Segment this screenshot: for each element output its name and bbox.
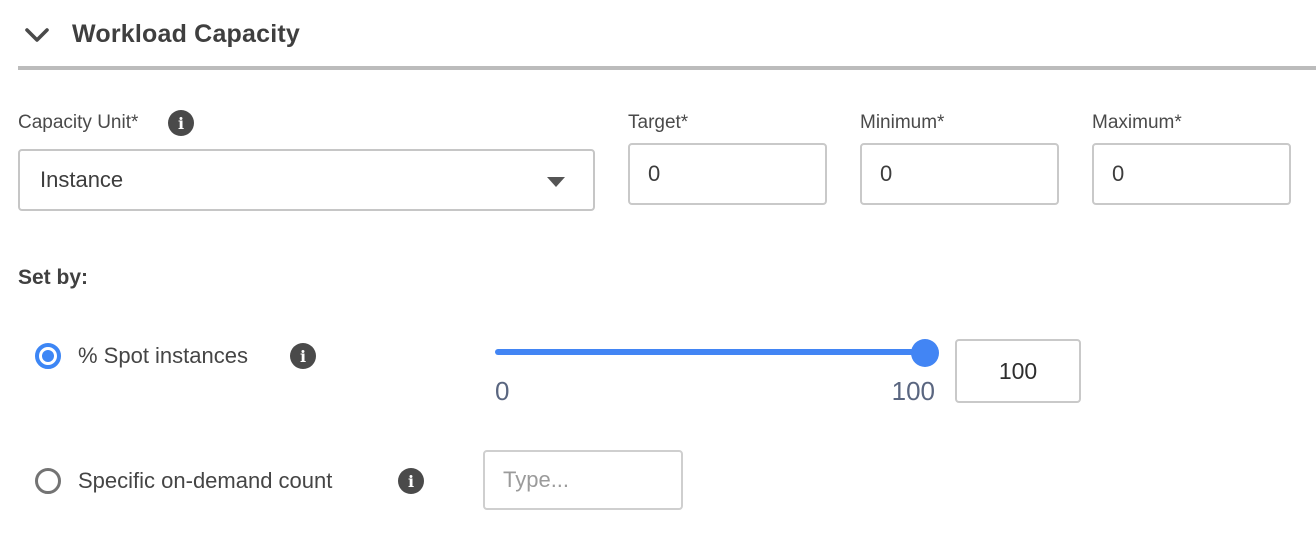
target-input[interactable]	[628, 143, 827, 205]
dropdown-caret-icon	[547, 177, 565, 187]
minimum-label: Minimum*	[860, 112, 945, 133]
spot-instances-label[interactable]: % Spot instances	[78, 343, 248, 368]
capacity-unit-selected-value: Instance	[40, 167, 124, 192]
on-demand-count-label[interactable]: Specific on-demand count	[78, 468, 333, 493]
minimum-input[interactable]	[860, 143, 1059, 205]
spot-percentage-slider-handle[interactable]	[911, 339, 939, 367]
radio-on-demand-count[interactable]	[35, 468, 61, 494]
maximum-input[interactable]	[1092, 143, 1291, 205]
spot-instances-info-icon[interactable]: i	[290, 343, 316, 369]
set-by-label: Set by:	[18, 266, 89, 289]
slider-min-label: 0	[495, 376, 510, 406]
on-demand-count-info-icon[interactable]: i	[398, 468, 424, 494]
maximum-label: Maximum*	[1092, 112, 1182, 133]
target-label: Target*	[628, 112, 689, 133]
section-title: Workload Capacity	[72, 20, 300, 48]
section-divider	[18, 66, 1316, 70]
spot-percentage-input[interactable]	[955, 339, 1081, 403]
capacity-unit-info-icon[interactable]: i	[168, 110, 194, 136]
on-demand-count-input[interactable]	[483, 450, 683, 510]
radio-spot-instances[interactable]	[35, 343, 61, 369]
capacity-unit-label: Capacity Unit*	[18, 112, 139, 133]
capacity-unit-select[interactable]: Instance	[18, 149, 595, 211]
slider-max-label: 100	[891, 376, 935, 406]
spot-percentage-slider-track[interactable]	[495, 349, 935, 355]
collapse-chevron-icon[interactable]	[24, 26, 50, 44]
